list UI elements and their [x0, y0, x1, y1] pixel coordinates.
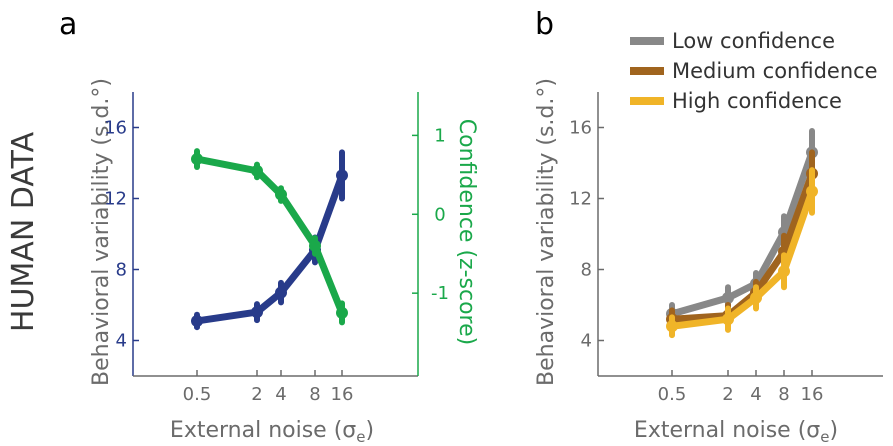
- x-tick-label: 0.5: [658, 384, 687, 405]
- data-point: [722, 313, 734, 326]
- panel-b-xlabel: External noise (σe): [634, 418, 838, 446]
- data-point: [750, 291, 762, 304]
- panel-b-letter: b: [535, 7, 554, 42]
- x-tick-label: 8: [778, 384, 789, 405]
- data-point: [309, 239, 321, 252]
- x-tick-label: 8: [309, 384, 320, 405]
- y-tick-label: 16: [569, 118, 592, 139]
- x-tick-label: 4: [750, 384, 761, 405]
- data-point: [191, 153, 203, 166]
- panel-a-xlabel: External noise (σe): [170, 418, 374, 446]
- y2-tick-label: 1: [434, 125, 445, 146]
- panel-a-xlabel-main: External noise (σ: [170, 418, 356, 443]
- data-point: [336, 306, 348, 319]
- y-tick-label: 4: [581, 331, 592, 352]
- panel-a-letter: a: [59, 7, 77, 42]
- data-point: [778, 265, 790, 278]
- panel-a-xlabel-sub: e: [356, 428, 365, 446]
- legend-label-medium: Medium confidence: [672, 59, 878, 83]
- y-tick-label: 16: [104, 118, 127, 139]
- x-tick-label: 4: [275, 384, 286, 405]
- data-point: [722, 291, 734, 304]
- y-tick-label: 12: [104, 189, 127, 210]
- side-title: HUMAN DATA: [6, 131, 41, 332]
- data-point: [251, 164, 263, 177]
- panel-b-ylabel: Behavioral variability (s.d.°): [534, 78, 559, 386]
- data-point: [336, 169, 348, 182]
- legend: Low confidence Medium confidence High co…: [630, 29, 878, 113]
- panel-a-ylabel: Behavioral variability (s.d.°): [89, 78, 114, 386]
- legend-label-high: High confidence: [672, 89, 842, 113]
- x-tick-label: 16: [331, 384, 354, 405]
- data-point: [806, 185, 818, 198]
- y-tick-label: 12: [569, 189, 592, 210]
- data-point: [275, 188, 287, 201]
- legend-label-low: Low confidence: [672, 29, 835, 53]
- data-point: [251, 306, 263, 319]
- panel-a-y2label: Confidence (z-score): [454, 119, 479, 345]
- y-tick-label: 8: [581, 260, 592, 281]
- y-tick-label: 4: [116, 331, 127, 352]
- x-tick-label: 16: [801, 384, 824, 405]
- x-tick-label: 2: [722, 384, 733, 405]
- panel-b-xlabel-close: ): [829, 418, 838, 443]
- y-tick-label: 8: [116, 260, 127, 281]
- y2-tick-label: 0: [434, 204, 445, 225]
- y2-tick-label: -1: [431, 283, 449, 304]
- data-point: [191, 314, 203, 327]
- panel-b-xlabel-main: External noise (σ: [634, 418, 820, 443]
- data-point: [275, 286, 287, 299]
- panel-a-xlabel-close: ): [365, 418, 374, 443]
- x-tick-label: 0.5: [183, 384, 212, 405]
- x-tick-label: 2: [251, 384, 262, 405]
- panel-b-xlabel-sub: e: [820, 428, 829, 446]
- data-point: [666, 320, 678, 333]
